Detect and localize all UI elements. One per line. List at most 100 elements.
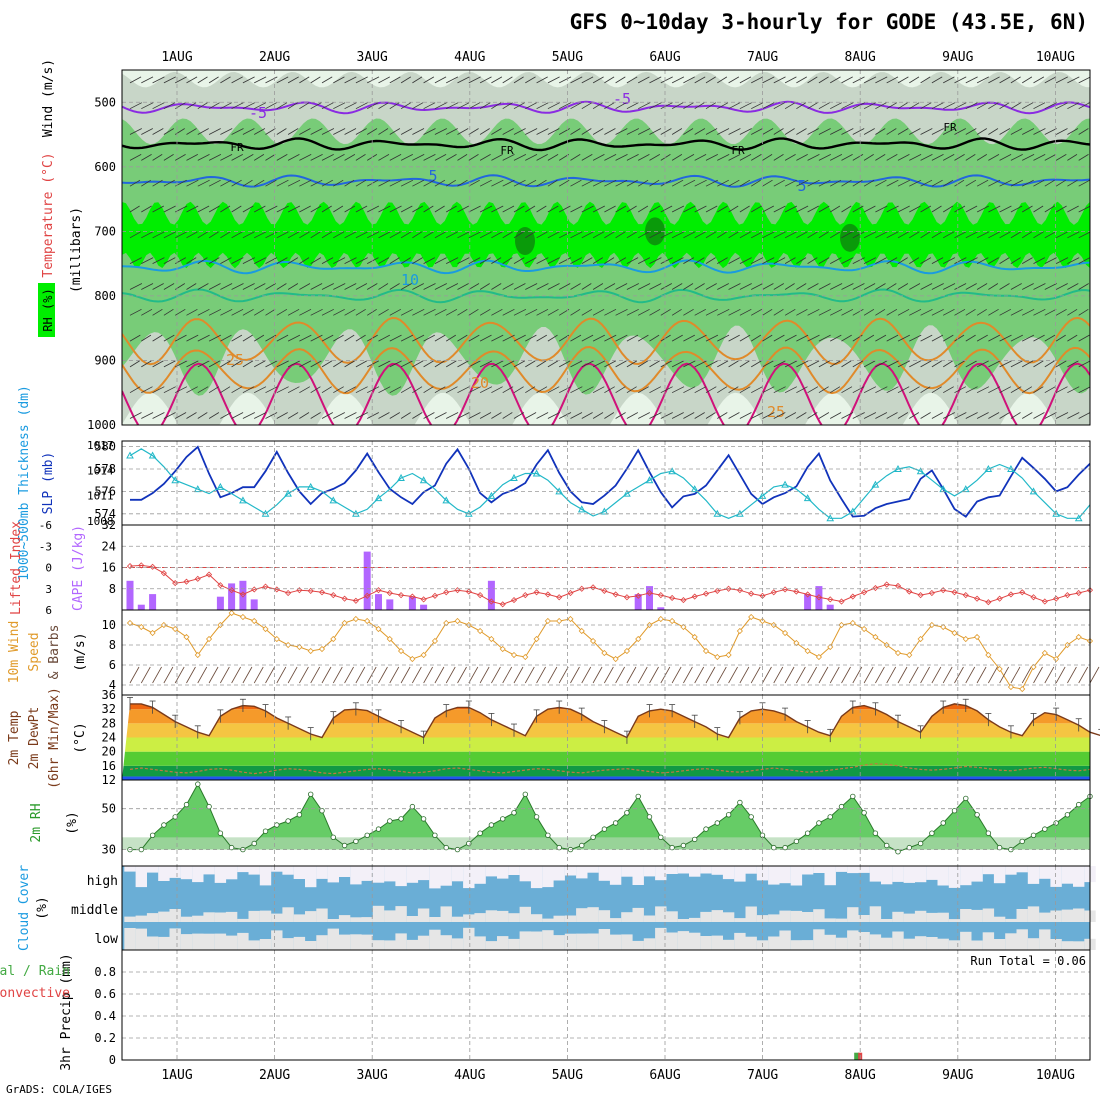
rh2-marker [251,840,257,847]
wind-barb [299,386,310,394]
wind10-marker [781,629,789,637]
wind-barb [220,102,232,110]
temperature-axis-label: Temperature (°C) [41,152,56,277]
wind-barb [784,283,795,290]
wind10-barb [140,666,151,684]
wind-barb [389,128,401,135]
contour-label: 5 [797,177,806,195]
li-marker [1075,589,1082,597]
wind-barb [784,257,796,264]
wind-barb [242,257,255,264]
contour-label: FR [731,144,745,157]
wind-barb [683,386,696,394]
wind-barb [186,386,198,394]
wind-barb [920,283,933,290]
wind-barb [897,308,910,316]
wind-barb [186,257,197,264]
wind-barb [649,386,661,394]
wind10-marker [556,617,563,625]
wind10-marker [691,633,698,641]
wind-barb [965,102,978,110]
wind-barb [875,386,888,394]
wind-barb [638,128,651,135]
cloud-cell [530,866,543,889]
wind-barb [592,308,605,316]
wind-barb [988,308,999,316]
wind-barb [897,334,910,342]
wind-barb [400,102,412,110]
wind-barb [671,154,683,161]
wind-barb [254,205,266,213]
wind-barb [344,334,355,342]
wind10-marker [262,625,269,633]
rh2-marker [296,812,303,818]
wind-barb [276,154,288,161]
cloud-cell [248,940,260,950]
wind-barb [694,257,705,264]
contour-label: 25 [767,403,785,421]
wind-barb [423,231,434,239]
wind-barb [276,76,289,84]
wind-barb [570,283,581,290]
wind-barb [321,283,334,290]
wind-barb [863,231,877,239]
wind-barb [965,360,977,368]
wind-barb [423,308,436,316]
temp-tick: 28 [102,716,116,730]
wind-barb [683,308,694,316]
li-marker [397,592,405,599]
li-marker [330,592,337,599]
contour-label: 10 [401,271,419,289]
wind-barb [570,102,582,110]
wind-barb [920,257,932,264]
wind-barb [536,154,548,161]
wind-barb [976,128,988,135]
rh2-marker [387,818,393,824]
cloud-cell [180,934,193,950]
wind-barb [479,231,492,239]
wind-barb [287,76,299,84]
wind-barb [287,179,301,187]
wind-barb [344,231,357,239]
wind-barb [637,179,649,187]
wind-barb [1010,308,1023,316]
cloud-cell [395,933,407,950]
wind10-barb [412,666,422,684]
rh2-marker [183,801,190,808]
wind-barb [502,76,513,84]
li-marker [375,587,382,594]
cloud-cell [689,932,701,950]
thickness-marker [284,489,292,497]
wind-barb [208,102,220,110]
wind-barb [886,76,899,84]
wind-barb [1055,334,1066,342]
wind10-barb [129,666,140,684]
cloud-cell [903,866,915,883]
wind-barb [852,360,864,368]
wind-barb [830,179,842,187]
wind-barb [694,76,706,84]
cape-bar [408,596,416,610]
wind-barb [660,205,673,213]
li-marker [578,585,585,592]
rh2-marker [1053,820,1059,826]
wind-barb [559,386,572,394]
temp-band [122,765,1090,777]
cloud-cell [734,866,746,882]
wind-barb [762,412,775,419]
wind10-marker [160,621,167,629]
isotherm-15 [122,288,1090,304]
wind-barb [276,360,289,368]
rh2-marker [262,828,269,834]
wind-barb [152,128,164,135]
wind-barb [175,412,187,419]
wind-barb [491,128,502,135]
slp-tick: 1014 [87,464,114,477]
wind-barb [592,283,604,290]
cloud-cell [259,910,272,922]
wind-barb [254,128,266,135]
wind-barb [931,205,942,213]
precip-tick: 0.4 [94,1009,116,1023]
wind-barb [739,102,752,110]
wind10-barb [1078,666,1089,684]
